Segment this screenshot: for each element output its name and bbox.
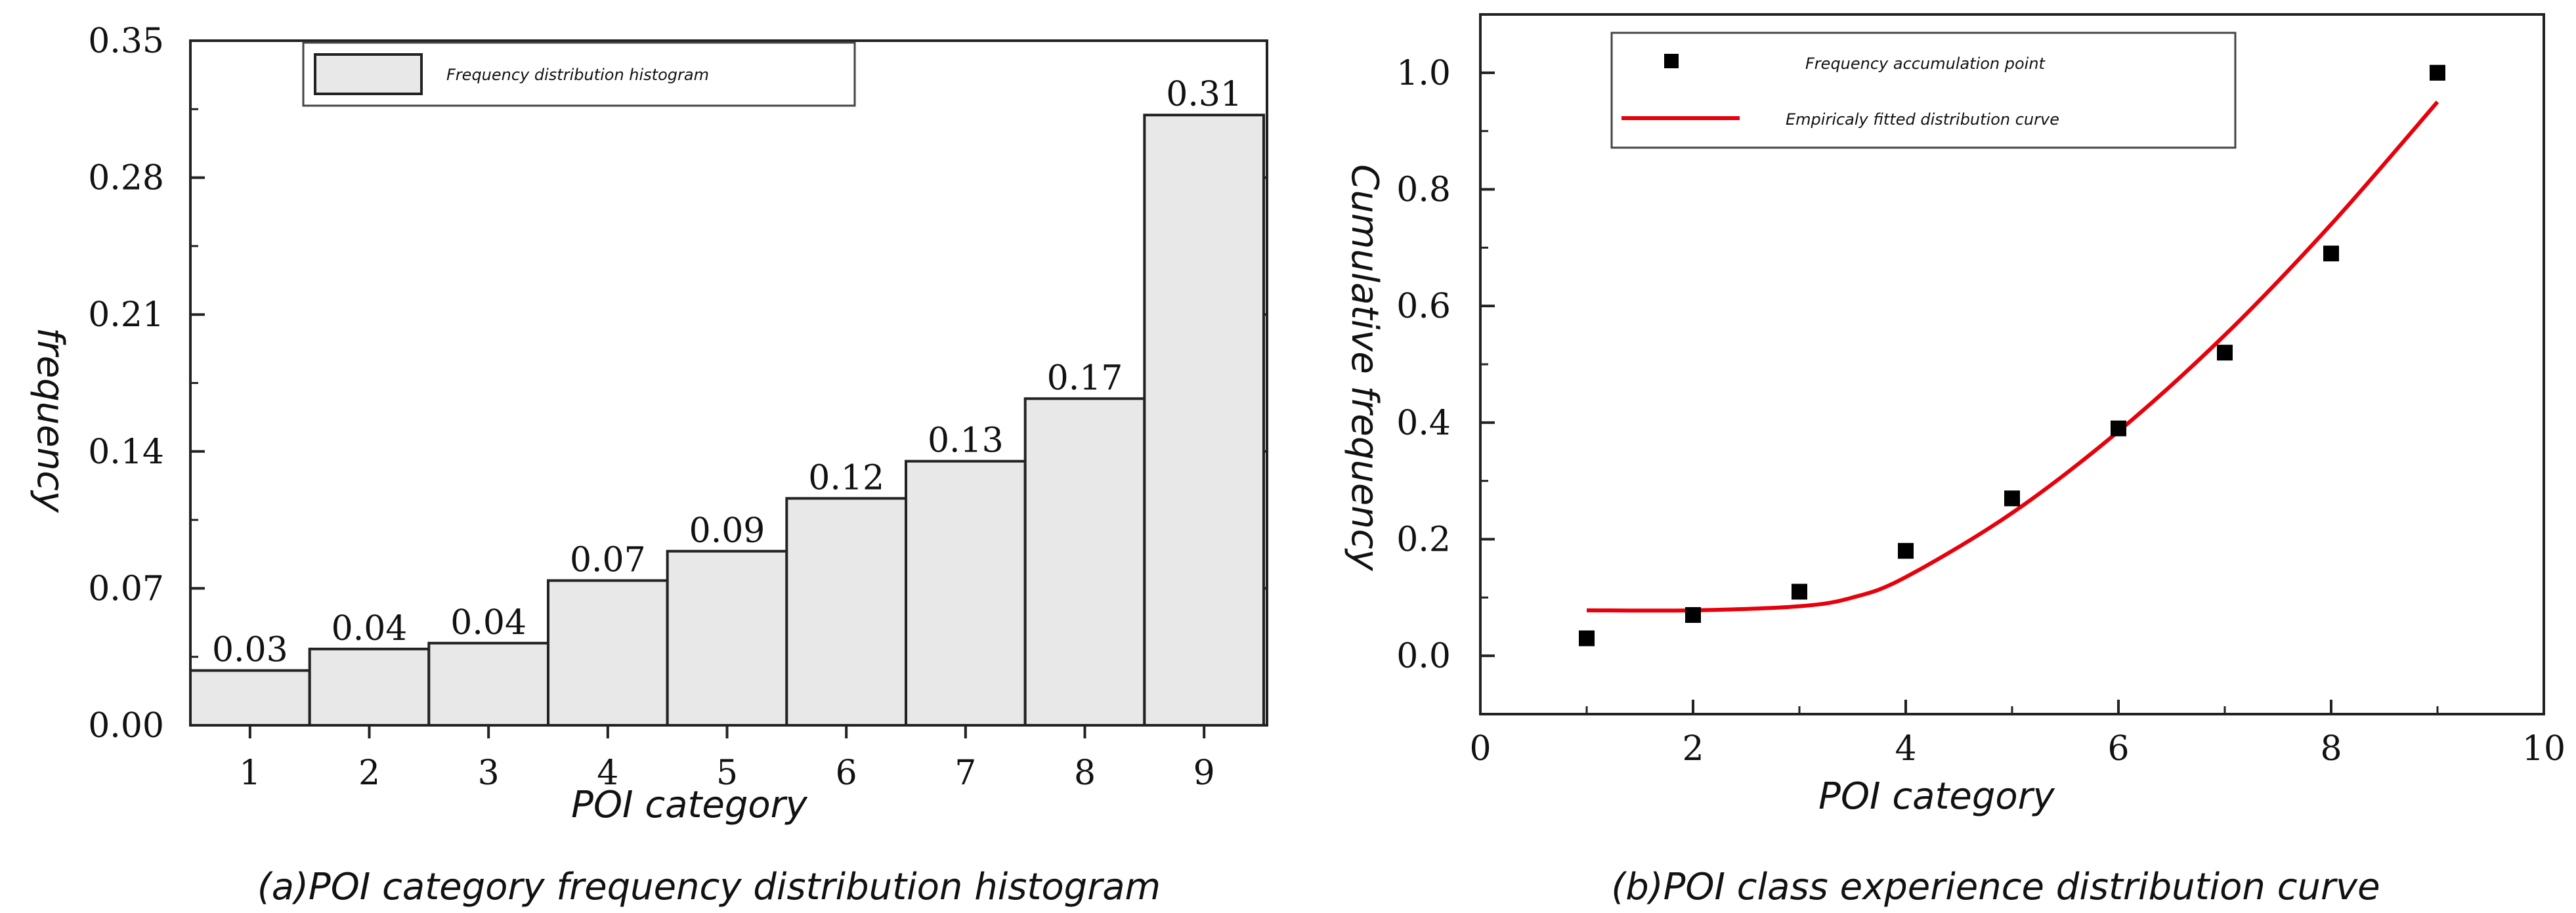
histogram-y-tick-label: 0.21 <box>88 295 164 335</box>
histogram-bar <box>547 579 669 727</box>
cumulative-y-tick-label: 0.6 <box>1396 287 1451 326</box>
histogram-x-tick-label: 8 <box>1074 754 1096 793</box>
histogram-value-label: 0.17 <box>1047 358 1123 398</box>
cumulative-legend: Frequency accumulation point Empiricaly … <box>1610 32 2237 149</box>
histogram-panel: 0.00 0.07 0.14 0.21 0.28 0.35 1 2 3 4 5 6 7 8 9 0.03 0… <box>29 22 1268 908</box>
cumulative-legend-box <box>1610 32 2237 149</box>
cumulative-x-tick-label: 6 <box>2107 729 2129 769</box>
cumulative-y-tick-label: 0.0 <box>1396 637 1451 676</box>
cumulative-x-tick-label: 10 <box>2522 729 2565 769</box>
cumulative-y-tick-label: 1.0 <box>1396 54 1451 93</box>
frequency-accumulation-point <box>2004 490 2020 507</box>
histogram-bar <box>1143 114 1266 727</box>
legend-curve-label: Empiricaly fitted distribution curve <box>1786 110 2059 129</box>
cumulative-x-tick-label: 2 <box>1682 729 1704 769</box>
cumulative-y-axis-label: Cumulative frequency <box>1343 164 1386 571</box>
frequency-accumulation-point <box>1898 543 1914 559</box>
histogram-x-tick-label: 6 <box>836 754 857 793</box>
histogram-y-tick-label: 0.14 <box>88 433 164 472</box>
histogram-value-label: 0.09 <box>689 511 765 551</box>
histogram-y-tick-label: 0.28 <box>88 159 164 198</box>
histogram-value-label: 0.04 <box>332 609 408 648</box>
cumulative-x-tick-label: 0 <box>1469 729 1491 769</box>
cumulative-y-tick-label: 0.4 <box>1396 404 1451 443</box>
histogram-bar <box>666 549 788 727</box>
cumulative-y-tick-label: 0.8 <box>1396 171 1451 210</box>
histogram-bar <box>785 497 908 727</box>
histogram-bar <box>308 647 431 727</box>
histogram-x-tick-label: 3 <box>478 754 500 793</box>
legend-point-label: Frequency accumulation point <box>1805 54 2046 73</box>
frequency-accumulation-point <box>2430 64 2445 81</box>
frequency-accumulation-point <box>1685 606 1701 623</box>
histogram-value-label: 0.03 <box>212 631 288 670</box>
histogram-legend-label: Frequency distribution histogram <box>446 66 709 84</box>
histogram-x-tick-label: 1 <box>239 754 261 793</box>
histogram-y-tick-label: 0.07 <box>88 569 164 608</box>
histogram-legend: Frequency distribution histogram <box>302 41 856 107</box>
histogram-x-tick-label: 7 <box>955 754 976 793</box>
fitted-curve-line <box>1586 100 2439 613</box>
histogram-y-axis-label: frequency <box>29 328 72 513</box>
histogram-bar <box>427 641 549 727</box>
histogram-bar <box>905 459 1027 727</box>
histogram-x-tick-label: 2 <box>358 754 380 793</box>
frequency-accumulation-point <box>2111 420 2126 436</box>
histogram-bar <box>1023 397 1146 727</box>
cumulative-caption: (b)POI class experience distribution cur… <box>1611 866 2380 908</box>
frequency-accumulation-point <box>1792 584 1807 600</box>
frequency-accumulation-point <box>2323 245 2339 262</box>
histogram-y-tick-label: 0.00 <box>88 706 164 746</box>
frequency-accumulation-point <box>2217 345 2233 361</box>
histogram-y-tick-label: 0.35 <box>88 22 164 61</box>
histogram-bar <box>189 669 311 727</box>
frequency-accumulation-point <box>1579 630 1595 647</box>
histogram-value-label: 0.07 <box>570 540 646 580</box>
cumulative-y-tick-label: 0.2 <box>1396 520 1451 560</box>
histogram-value-label: 0.13 <box>928 421 1004 461</box>
histogram-caption: (a)POI category frequency distribution h… <box>257 866 1161 908</box>
histogram-x-tick-label: 5 <box>716 754 738 793</box>
histogram-x-axis-label: POI category <box>571 784 808 826</box>
cumulative-x-tick-label: 8 <box>2320 729 2342 769</box>
histogram-x-tick-label: 9 <box>1193 754 1215 793</box>
cumulative-x-axis-label: POI category <box>1818 775 2055 818</box>
legend-point-marker <box>1664 54 1679 68</box>
cumulative-x-tick-label: 4 <box>1895 729 1916 769</box>
cumulative-panel: 0.0 0.2 0.4 0.6 0.8 1.0 0 2 4 6 8 10 Frequency acc… <box>1343 13 2565 908</box>
histogram-value-label: 0.12 <box>808 458 884 498</box>
histogram-value-label: 0.04 <box>450 603 526 643</box>
histogram-value-label: 0.31 <box>1166 75 1242 114</box>
histogram-legend-swatch <box>314 53 423 95</box>
histogram-x-tick-label: 4 <box>597 754 618 793</box>
